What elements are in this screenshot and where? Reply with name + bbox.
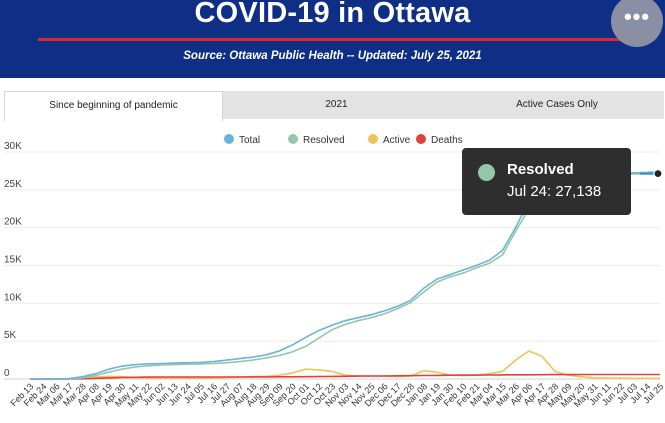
tooltip-value: Jul 24: 27,138 [507,183,602,200]
y-tick-label: 15K [4,255,22,266]
legend-marker-deaths[interactable] [416,134,426,144]
chart-area: Total Resolved Active Deaths 0 5K 10K 15K 20K 25… [4,134,665,409]
series-line-deaths[interactable] [30,373,660,380]
y-tick-label: 5K [4,330,17,341]
y-tick-label: 20K [4,217,22,228]
tab-2021[interactable]: 2021 [325,99,348,110]
legend-label-deaths[interactable]: Deaths [431,135,463,146]
y-axis: 0 5K 10K 15K 20K 25K 30K [4,141,22,379]
y-tick-label: 10K [4,292,22,303]
legend-marker-total[interactable] [224,134,234,144]
more-options-button[interactable]: ••• [611,0,663,47]
tooltip-series-name: Resolved [507,161,574,178]
chart-tooltip: Resolved Jul 24: 27,138 [462,148,631,215]
chart-legend: Total Resolved Active Deaths [224,134,463,146]
legend-label-active[interactable]: Active [383,135,411,146]
y-tick-label: 25K [4,179,22,190]
legend-marker-resolved[interactable] [288,134,298,144]
page-title: COVID-19 in Ottawa [194,0,471,29]
tab-since-beginning[interactable]: Since beginning of pandemic [4,91,223,121]
hover-point[interactable] [653,169,663,179]
legend-label-resolved[interactable]: Resolved [303,135,345,146]
title-underline [38,38,630,41]
y-tick-label: 0 [4,368,10,379]
legend-marker-active[interactable] [368,134,378,144]
header-banner: COVID-19 in Ottawa Source: Ottawa Public… [0,0,665,78]
legend-label-total[interactable]: Total [239,135,260,146]
hover-marker [640,169,663,179]
tab-active-cases[interactable]: Active Cases Only [516,99,598,110]
y-tick-label: 30K [4,141,22,152]
tab-bar: Since beginning of pandemic 2021 Active … [4,91,664,121]
tooltip-series-dot [478,164,495,181]
page-subtitle: Source: Ottawa Public Health -- Updated:… [183,50,482,62]
